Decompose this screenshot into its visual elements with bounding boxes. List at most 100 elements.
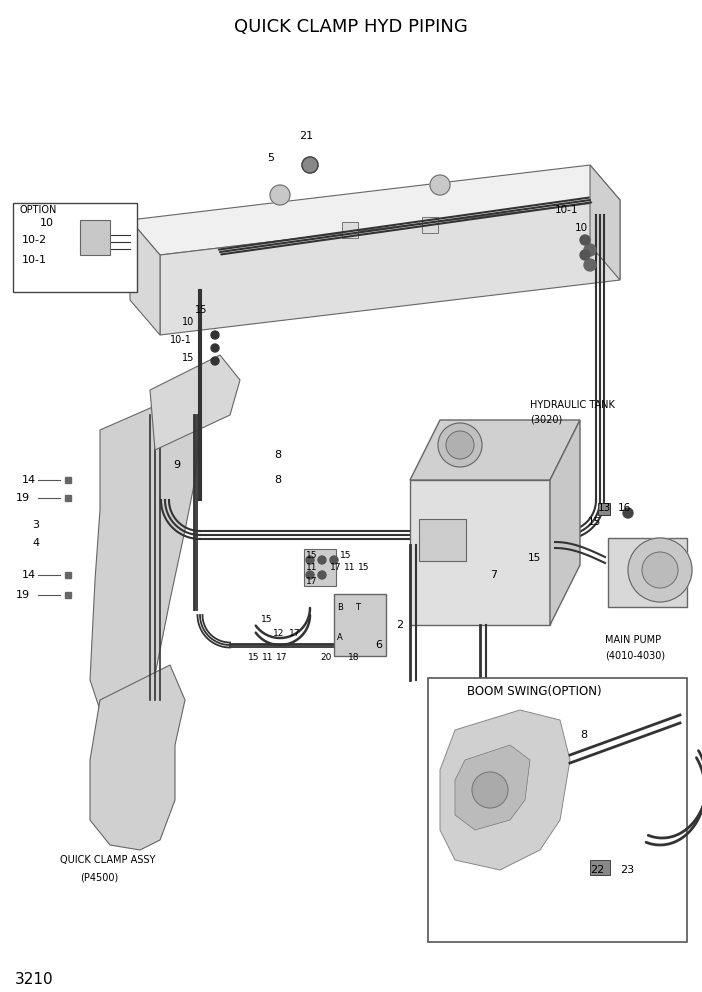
- Text: 10: 10: [40, 218, 54, 228]
- Text: 8: 8: [274, 475, 281, 485]
- Text: 10-1: 10-1: [555, 205, 578, 215]
- Circle shape: [580, 250, 590, 260]
- Text: 11: 11: [306, 563, 317, 572]
- Text: 8: 8: [580, 730, 587, 740]
- Circle shape: [628, 538, 692, 602]
- Bar: [598, 503, 610, 515]
- Text: 11: 11: [344, 563, 355, 572]
- Text: 15: 15: [182, 353, 194, 363]
- Text: 13: 13: [598, 503, 611, 513]
- Text: 15: 15: [195, 305, 207, 315]
- Text: 17: 17: [306, 576, 317, 585]
- Circle shape: [472, 772, 508, 808]
- Text: A: A: [337, 633, 343, 642]
- Polygon shape: [550, 420, 580, 625]
- Circle shape: [584, 244, 596, 256]
- Text: 15: 15: [306, 551, 317, 559]
- Text: 10: 10: [182, 317, 194, 327]
- Text: BOOM SWING(OPTION): BOOM SWING(OPTION): [467, 685, 602, 698]
- Circle shape: [306, 556, 314, 564]
- Circle shape: [330, 556, 338, 564]
- Text: (P4500): (P4500): [80, 873, 118, 883]
- Polygon shape: [90, 395, 200, 720]
- Polygon shape: [160, 200, 620, 335]
- Text: 19: 19: [16, 590, 30, 600]
- Polygon shape: [410, 480, 550, 625]
- Text: 8: 8: [274, 450, 281, 460]
- FancyBboxPatch shape: [304, 549, 336, 586]
- Circle shape: [318, 556, 326, 564]
- Text: 21: 21: [299, 131, 313, 141]
- Text: MAIN PUMP: MAIN PUMP: [605, 635, 661, 645]
- Text: 18: 18: [348, 654, 359, 663]
- Polygon shape: [440, 710, 570, 870]
- Circle shape: [270, 185, 290, 205]
- Circle shape: [306, 571, 314, 579]
- Text: 19: 19: [16, 493, 30, 503]
- Text: 15: 15: [588, 517, 601, 527]
- FancyBboxPatch shape: [608, 538, 687, 607]
- Text: T: T: [355, 603, 360, 612]
- Text: 6: 6: [375, 640, 382, 650]
- Circle shape: [584, 259, 596, 271]
- Text: 15: 15: [248, 654, 260, 663]
- Polygon shape: [410, 420, 580, 480]
- Text: 7: 7: [490, 570, 497, 580]
- Circle shape: [623, 508, 633, 518]
- Text: 20: 20: [320, 654, 331, 663]
- Text: HYDRAULIC TANK: HYDRAULIC TANK: [530, 400, 615, 410]
- Bar: [342, 222, 358, 238]
- Polygon shape: [590, 165, 620, 280]
- Polygon shape: [455, 745, 530, 830]
- Text: 12: 12: [273, 630, 284, 639]
- Text: QUICK CLAMP ASSY: QUICK CLAMP ASSY: [60, 855, 155, 865]
- FancyBboxPatch shape: [13, 203, 137, 292]
- Text: 4: 4: [32, 538, 39, 548]
- Text: 2: 2: [396, 620, 403, 630]
- Polygon shape: [90, 665, 185, 850]
- Text: 14: 14: [22, 475, 36, 485]
- Text: 10: 10: [575, 223, 588, 233]
- Circle shape: [580, 235, 590, 245]
- Text: 17: 17: [289, 630, 300, 639]
- Text: B: B: [337, 603, 343, 612]
- Text: 17: 17: [276, 654, 288, 663]
- Text: 15: 15: [528, 553, 541, 563]
- Text: (4010-4030): (4010-4030): [605, 650, 665, 660]
- Circle shape: [430, 175, 450, 195]
- Text: 9: 9: [173, 460, 180, 470]
- Text: 22: 22: [590, 865, 604, 875]
- Circle shape: [302, 157, 318, 173]
- Text: 17: 17: [330, 563, 341, 572]
- Circle shape: [318, 571, 326, 579]
- Text: 15: 15: [358, 563, 369, 572]
- Text: 3: 3: [32, 520, 39, 530]
- Text: QUICK CLAMP HYD PIPING: QUICK CLAMP HYD PIPING: [234, 18, 468, 36]
- Polygon shape: [130, 165, 620, 255]
- Polygon shape: [150, 355, 240, 450]
- FancyBboxPatch shape: [428, 678, 687, 942]
- Circle shape: [211, 357, 219, 365]
- Circle shape: [438, 423, 482, 467]
- Text: 15: 15: [261, 615, 272, 625]
- FancyBboxPatch shape: [419, 519, 466, 561]
- Text: 10-1: 10-1: [22, 255, 47, 265]
- Text: 14: 14: [22, 570, 36, 580]
- Bar: [80, 220, 110, 255]
- Circle shape: [446, 431, 474, 459]
- Text: (3020): (3020): [530, 415, 562, 425]
- Text: OPTION: OPTION: [20, 205, 58, 215]
- Text: 3210: 3210: [15, 972, 53, 987]
- Text: 10-2: 10-2: [22, 235, 47, 245]
- Bar: [590, 860, 610, 875]
- Text: 5: 5: [267, 153, 274, 163]
- Bar: [422, 217, 438, 233]
- Text: 23: 23: [620, 865, 634, 875]
- Circle shape: [211, 331, 219, 339]
- Text: 10-1: 10-1: [170, 335, 192, 345]
- FancyBboxPatch shape: [334, 594, 386, 656]
- Text: 16: 16: [618, 503, 631, 513]
- Polygon shape: [130, 220, 160, 335]
- Text: 11: 11: [262, 654, 274, 663]
- Bar: [342, 222, 358, 238]
